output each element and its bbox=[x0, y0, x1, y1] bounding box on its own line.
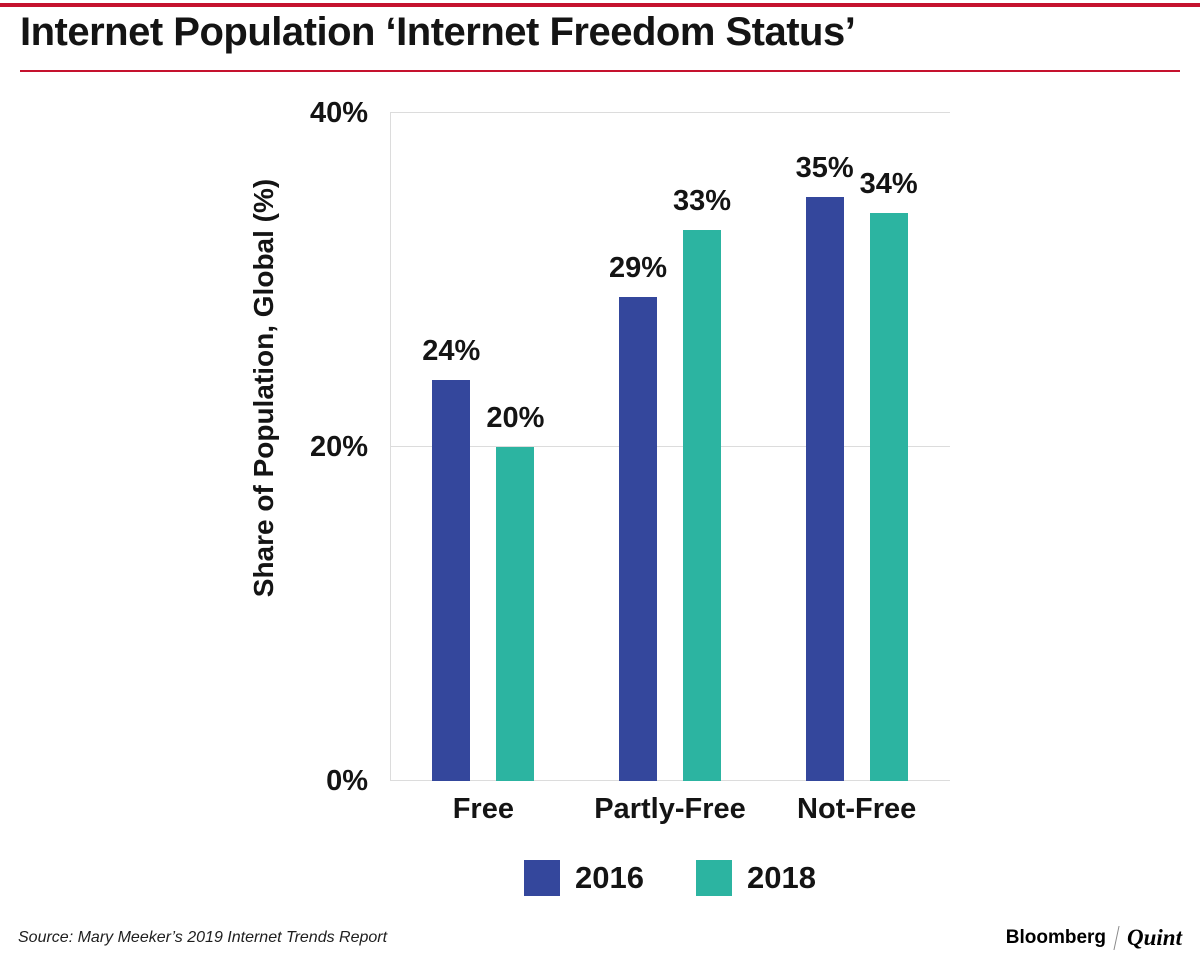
gridline bbox=[390, 780, 950, 781]
y-tick-label: 20% bbox=[309, 431, 368, 463]
bar-column: 34% bbox=[860, 113, 918, 781]
legend-label: 2016 bbox=[575, 860, 644, 895]
bar-groups: 24% 20% 29% 33% 35% 34% bbox=[390, 113, 950, 781]
bar-value-label: 33% bbox=[672, 184, 732, 217]
bar-value-label: 29% bbox=[608, 251, 667, 284]
legend-label: 2018 bbox=[747, 860, 816, 895]
bar-group: 35% 34% bbox=[763, 113, 950, 781]
bar-column: 33% bbox=[673, 113, 731, 781]
bar-value-label: 24% bbox=[422, 335, 481, 368]
bar-column: 20% bbox=[486, 113, 544, 781]
brand-divider-icon bbox=[1113, 926, 1120, 950]
bloomberg-wordmark: Bloomberg bbox=[1005, 927, 1107, 948]
title-underline bbox=[20, 70, 1180, 72]
bar-value-label: 34% bbox=[859, 168, 918, 201]
bar-2018-Not-Free bbox=[869, 213, 908, 781]
bar-group: 24% 20% bbox=[390, 113, 577, 781]
bar-group: 29% 33% bbox=[577, 113, 764, 781]
bar-value-label: 20% bbox=[486, 402, 545, 434]
bar-column: 29% bbox=[609, 113, 667, 781]
x-axis-label: Free bbox=[452, 793, 514, 825]
quint-wordmark: Quint bbox=[1127, 925, 1182, 950]
legend-item-2016: 2016 bbox=[524, 860, 644, 896]
x-axis-labels: Free Partly-Free Not-Free bbox=[390, 793, 950, 835]
bar-column: 24% bbox=[422, 113, 480, 781]
gridline bbox=[390, 446, 950, 447]
x-axis-label: Not-Free bbox=[797, 793, 917, 825]
bar-2016-Not-Free bbox=[805, 196, 844, 781]
plot-area: 24% 20% 29% 33% 35% 34% bbox=[390, 112, 950, 781]
y-axis-line bbox=[390, 113, 391, 781]
y-tick-label: 0% bbox=[326, 765, 368, 797]
bar-2016-Free bbox=[432, 380, 471, 781]
y-tick-label: 40% bbox=[309, 97, 368, 129]
brand-logo: Bloomberg Quint bbox=[1006, 925, 1182, 951]
bar-2018-Free bbox=[496, 447, 535, 781]
bar-2018-Partly-Free bbox=[683, 229, 721, 781]
legend: 2016 2018 bbox=[340, 860, 1000, 896]
bar-2016-Partly-Free bbox=[618, 296, 657, 781]
bar-column: 35% bbox=[796, 113, 854, 781]
y-axis-ticks: 0% 20% 40% bbox=[260, 0, 368, 961]
chart-title: Internet Population ‘Internet Freedom St… bbox=[20, 10, 856, 54]
bar-value-label: 35% bbox=[795, 151, 854, 184]
top-accent-bar bbox=[0, 3, 1200, 7]
gridline bbox=[390, 112, 950, 113]
source-note: Source: Mary Meeker’s 2019 Internet Tren… bbox=[18, 929, 388, 946]
footer: Source: Mary Meeker’s 2019 Internet Tren… bbox=[18, 925, 1182, 951]
legend-item-2018: 2018 bbox=[696, 860, 816, 896]
legend-swatch-icon bbox=[524, 860, 561, 896]
x-axis-label: Partly-Free bbox=[594, 793, 746, 825]
legend-swatch-icon bbox=[696, 860, 732, 896]
